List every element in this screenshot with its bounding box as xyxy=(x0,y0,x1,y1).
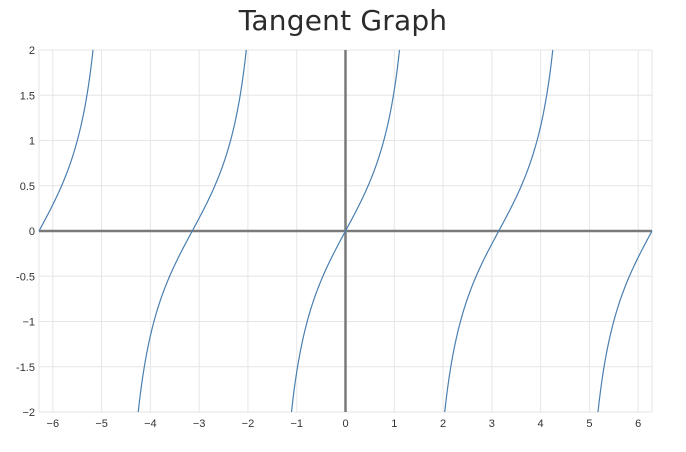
y-tick-label: 0 xyxy=(29,226,35,238)
y-tick-label: 2 xyxy=(29,45,35,57)
y-tick-label: -0.5 xyxy=(16,271,35,283)
x-tick-label: 6 xyxy=(635,418,641,430)
tan-curve-branch xyxy=(597,230,653,413)
x-tick-label: −2 xyxy=(242,418,255,430)
y-tick-label: -1.5 xyxy=(16,362,35,374)
tan-curve-branch xyxy=(137,49,247,413)
y-tick-label: −1 xyxy=(22,317,35,329)
tan-curve-branch xyxy=(38,49,94,232)
y-tick-label: 1 xyxy=(29,136,35,148)
chart-title: Tangent Graph xyxy=(238,4,448,37)
x-tick-label: −4 xyxy=(144,418,157,430)
x-tick-label: −5 xyxy=(95,418,108,430)
x-tick-label: 3 xyxy=(489,418,495,430)
x-tick-label: 0 xyxy=(342,418,348,430)
x-tick-label: −6 xyxy=(47,418,60,430)
x-tick-label: 4 xyxy=(538,418,544,430)
y-tick-label: −2 xyxy=(22,407,35,419)
x-tick-label: 2 xyxy=(440,418,446,430)
x-tick-label: −1 xyxy=(290,418,303,430)
x-tick-label: 1 xyxy=(391,418,397,430)
y-tick-label: 1.5 xyxy=(20,90,35,102)
series xyxy=(38,49,653,413)
tick-labels: −6 −5 −4 −3 −2 −1 0 1 2 3 4 5 6 2 1.5 1 0.5 0 -0.5 −1 -1.5 −2 xyxy=(16,45,641,430)
y-tick-label: 0.5 xyxy=(20,181,35,193)
x-tick-label: 5 xyxy=(586,418,592,430)
x-tick-label: −3 xyxy=(193,418,206,430)
tan-curve-branch xyxy=(290,49,401,412)
tan-curve-branch xyxy=(444,49,554,413)
